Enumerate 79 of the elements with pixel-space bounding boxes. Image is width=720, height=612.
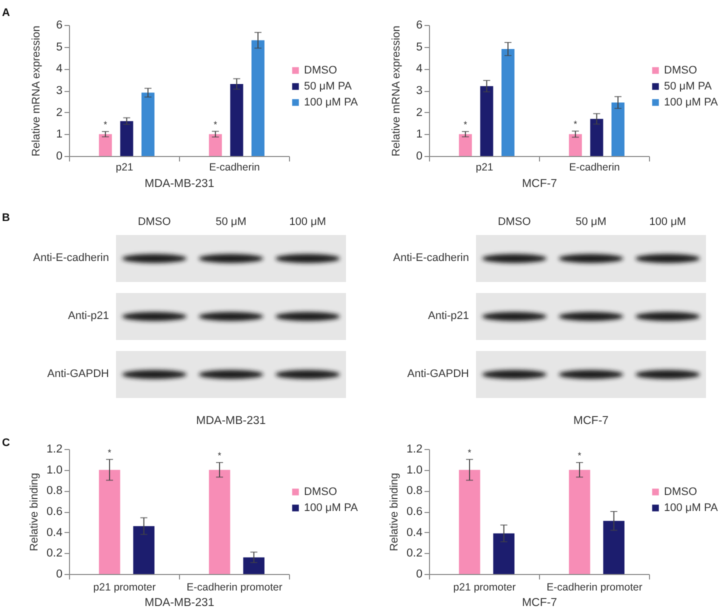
y-axis-title: Relative binding [28,472,40,552]
y-tick-label: 5 [56,41,62,54]
y-axis-title: Relative mRNA expression [30,26,42,156]
y-tick-label: 1 [416,128,422,141]
y-tick-label: 3 [56,85,62,97]
category-label: Anti-E-cadherin [33,252,109,264]
x-axis-title: MDA-MB-231 [144,597,214,609]
y-tick-label: 0.2 [46,548,62,560]
data-label: * [464,120,468,130]
text: A [2,7,10,19]
y-axis-title: Relative binding [388,472,400,552]
x-tick-label: E-cadherin promoter [546,582,643,594]
y-tick-label: 0.2 [406,548,422,560]
y-tick-label: 0.6 [46,506,62,518]
y-tick-label: 1 [56,128,62,141]
data-label: * [468,447,472,458]
legend-label: 100 μM PA [664,502,718,514]
text: MCF-7 [572,415,610,428]
x-tick-label: p21 [116,162,134,174]
category-label: DMSO [136,216,172,229]
category-label: Anti-GAPDH [407,368,469,380]
legend-label: 100 μM PA [664,96,718,108]
category-label: Anti-E-cadherin [393,252,469,264]
x-axis-title: MDA-MB-231 [144,178,214,190]
data-label: * [218,450,222,461]
y-tick-label: 0.8 [406,485,422,498]
y-tick-label: 1.0 [46,464,62,476]
x-tick-label: p21 promoter [93,582,156,594]
category-label: Anti-p21 [428,310,469,322]
y-tick-label: 1.0 [406,464,422,476]
data-label: * [214,119,218,130]
category-label: 50 μM [574,216,608,229]
data-label: * [108,447,112,458]
y-tick-label: 5 [416,41,422,54]
y-tick-label: 1.2 [46,444,62,456]
y-tick-label: 0 [56,150,62,162]
category-label: Anti-p21 [68,310,109,322]
legend-label: DMSO [664,64,698,76]
text: C [2,437,10,449]
category-label: Anti-GAPDH [47,368,109,380]
category-label: 100 μM [648,216,688,229]
x-tick-label: p21 promoter [453,582,516,594]
y-tick-label: 1.2 [406,444,422,456]
data-label: * [574,119,578,130]
legend-label: DMSO [304,486,338,498]
y-tick-label: 0.8 [46,485,62,498]
x-axis-title: MCF-7 [522,597,558,609]
y-tick-label: 6 [56,20,62,32]
y-tick-label: 4 [416,63,424,76]
x-tick-label: E-cadherin [569,162,620,174]
text: B [2,212,10,224]
data-label: * [104,120,108,130]
y-tick-label: 2 [416,106,422,119]
x-tick-label: p21 [476,162,494,174]
y-tick-label: 0.4 [406,526,424,539]
y-tick-label: 6 [416,20,422,32]
legend-label: 50 μM PA [304,80,352,92]
data-label: * [578,450,582,461]
legend-label: 100 μM PA [304,502,358,514]
y-tick-label: 0.6 [406,506,422,518]
y-tick-label: 0 [56,568,62,580]
category-label: 100 μM [288,216,328,229]
legend-label: 100 μM PA [304,96,358,108]
legend-label: DMSO [664,486,698,498]
legend-label: DMSO [304,64,338,76]
category-label: DMSO [496,216,532,229]
y-tick-label: 4 [56,63,64,76]
text: MDA-MB-231 [195,415,267,428]
y-tick-label: 0 [416,150,422,162]
y-tick-label: 0 [416,568,422,580]
y-tick-label: 3 [416,85,422,97]
legend-label: 50 μM PA [664,80,712,92]
x-tick-label: E-cadherin promoter [186,582,283,594]
x-tick-label: E-cadherin [209,162,260,174]
category-label: 50 μM [214,216,248,229]
y-tick-label: 0.4 [46,526,64,539]
y-tick-label: 2 [56,106,62,119]
y-axis-title: Relative mRNA expression [390,26,402,156]
x-axis-title: MCF-7 [522,178,558,190]
